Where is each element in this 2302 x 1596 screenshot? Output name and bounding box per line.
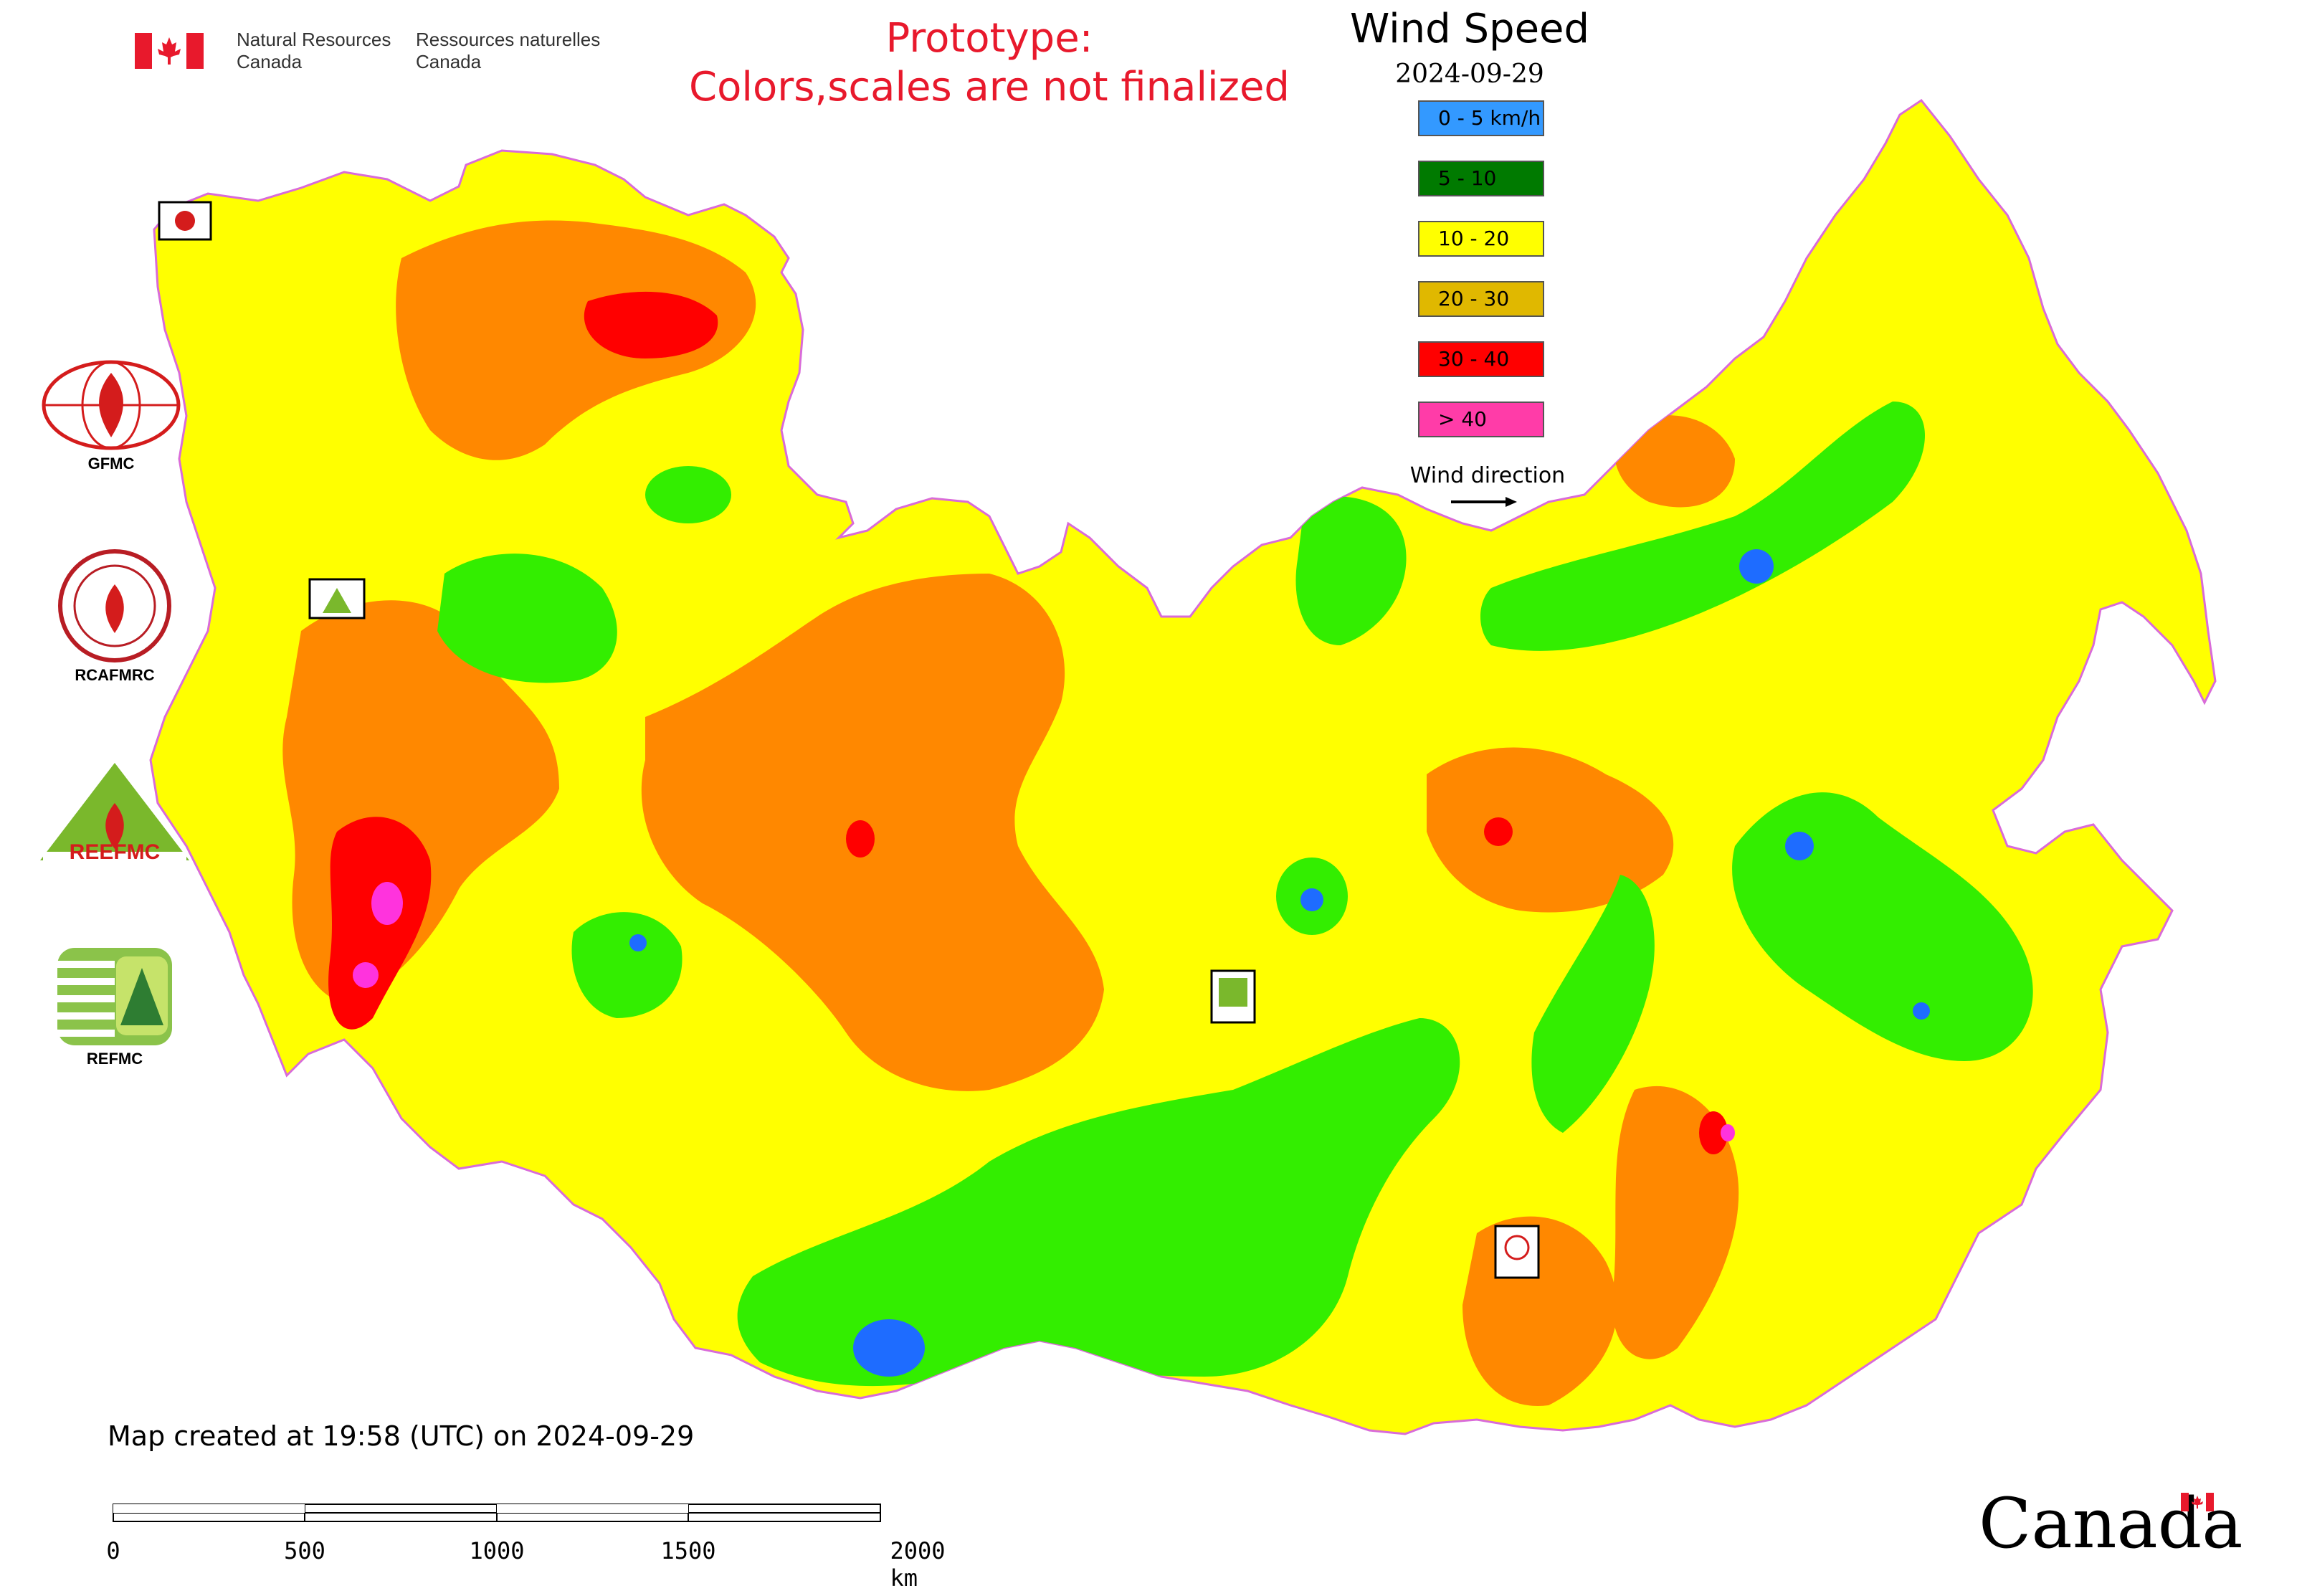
zone-green-east [1732,792,2033,1061]
nrcan-name-en: Natural Resources Canada [237,29,391,72]
zone-green-sw [571,912,682,1018]
zone-magenta-3 [1721,1124,1735,1141]
zone-green-south-central [737,1018,1460,1387]
zone-orange-ne [1614,415,1735,508]
scale-bar: 0 500 1000 1500 2000 km [106,1498,968,1592]
zone-green-ne [1480,402,1925,651]
legend-class-2: 10 - 20 [1418,221,1544,257]
zone-blue-4 [1300,888,1323,911]
scale-label-0: 0 [106,1537,120,1564]
zone-blue-5 [629,934,647,951]
map-created-text: Map created at 19:58 (UTC) on 2024-09-29 [108,1420,695,1452]
logo-rcafmrc: RCAFMRC [43,548,186,692]
zone-green-east-arm [1531,875,1655,1133]
zone-blue-2 [1739,549,1774,584]
prototype-line-1: Prototype: [885,15,1093,62]
logo-refmc: REFMC [54,946,176,1090]
prototype-line-2: Colors,scales are not finalized [689,64,1290,110]
scale-label-500: 500 [284,1537,325,1564]
zone-green-north-center [1295,496,1407,645]
legend-title: Wind Speed [1349,6,1590,52]
legend-class-1: 5 - 10 [1418,161,1544,196]
canada-wordmark: Canada [1979,1484,2242,1563]
zone-red-north [584,291,718,358]
scale-label-1500: 1500 [660,1537,716,1564]
nrcan-signature: Natural Resources Canada Ressources natur… [135,27,608,77]
logo-refmc-label: REFMC [86,1050,143,1068]
zone-blue-6 [1913,1002,1930,1020]
zone-red-spot-3 [1699,1111,1728,1154]
zone-blue-3 [1785,832,1814,860]
zone-magenta-2 [353,962,379,988]
logo-gfmc: GFMC [36,358,186,480]
zone-blue-1 [853,1319,925,1377]
legend-class-3: 20 - 30 [1418,281,1544,317]
legend-class-5: > 40 [1418,402,1544,437]
logo-reefmc: REEFMC [36,760,194,882]
zone-red-spot-2 [1484,817,1513,846]
nrcan-name-fr: Ressources naturelles Canada [416,29,601,72]
scale-label-1000: 1000 [469,1537,525,1564]
scale-label-2000: 2000 km [890,1537,946,1592]
zone-orange-far-south [1612,1086,1739,1359]
wind-direction-label: Wind direction [1409,463,1566,488]
zone-magenta-1 [371,882,403,925]
logo-reefmc-label: REEFMC [69,840,161,864]
zone-red-spot-1 [846,820,875,858]
reefmc-triangle-icon [40,763,189,866]
legend-class-0: 0 - 5 km/h [1418,100,1544,136]
zone-green-nw [645,466,731,523]
canada-flag-icon [135,33,204,69]
canada-wordmark-text: Canada [1979,1483,2243,1564]
gfmc-globe-icon [42,360,181,450]
zone-green-west [437,554,617,683]
refmc-emblem-icon [57,948,172,1045]
center-markers [158,201,1540,1279]
prototype-notice: Prototype: Colors,scales are not finaliz… [631,14,1348,112]
logo-rcafmrc-label: RCAFMRC [75,666,155,684]
wordmark-flag-icon [2181,1493,2214,1511]
legend-class-4: 30 - 40 [1418,341,1544,377]
legend-date: 2024-09-29 [1395,60,1544,89]
logo-gfmc-label: GFMC [87,455,135,472]
wind-direction-arrow-icon [1451,497,1517,507]
marker-rcafmrc-small [1494,1225,1540,1279]
zone-orange-north [396,220,756,460]
zone-orange-yakutia [1427,747,1674,913]
scale-bar-graphic [113,1504,881,1522]
wind-zones [282,220,2033,1406]
legend: Wind Speed 2024-09-29 0 - 5 km/h 5 - 10 … [1326,4,1685,521]
rcafmrc-seal-icon [58,549,171,662]
